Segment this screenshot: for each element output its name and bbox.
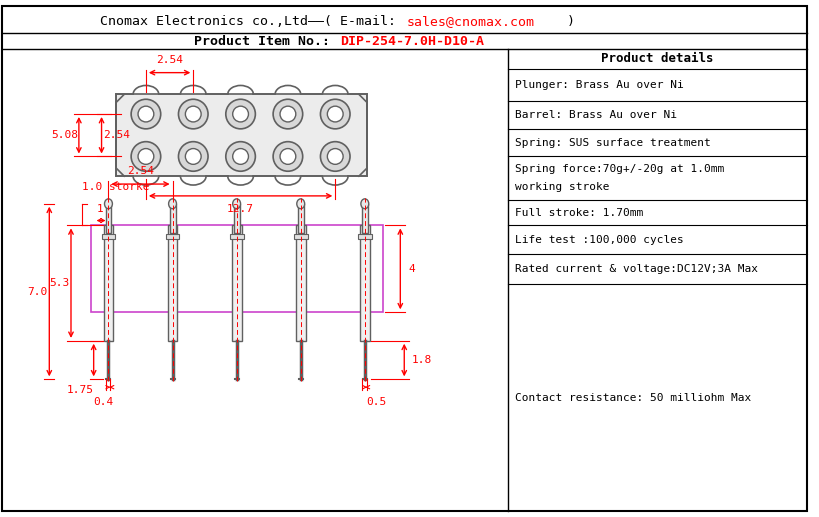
Bar	[116, 94, 366, 176]
Circle shape	[320, 142, 350, 171]
Ellipse shape	[296, 199, 305, 209]
Circle shape	[179, 99, 208, 129]
Bar	[102, 234, 115, 239]
Circle shape	[138, 106, 154, 122]
Bar	[297, 204, 303, 233]
Text: 0.5: 0.5	[366, 397, 387, 407]
Circle shape	[185, 106, 201, 122]
Bar	[170, 204, 175, 233]
Text: Barrel: Brass Au over Ni: Barrel: Brass Au over Ni	[514, 110, 676, 120]
Circle shape	[233, 148, 248, 164]
Circle shape	[225, 142, 255, 171]
Circle shape	[320, 99, 350, 129]
Bar	[229, 234, 243, 239]
Circle shape	[225, 99, 255, 129]
Bar	[232, 225, 242, 341]
Circle shape	[138, 148, 154, 164]
Text: Plunger: Brass Au over Ni: Plunger: Brass Au over Ni	[514, 80, 682, 90]
Bar	[91, 225, 382, 312]
Bar	[357, 234, 371, 239]
Bar	[165, 234, 179, 239]
Text: Product details: Product details	[600, 52, 713, 65]
Text: 12.7: 12.7	[227, 204, 254, 214]
Text: 2.54: 2.54	[103, 130, 130, 140]
Ellipse shape	[104, 199, 112, 209]
Text: Rated current & voltage:DC12V;3A Max: Rated current & voltage:DC12V;3A Max	[514, 264, 757, 274]
Ellipse shape	[169, 199, 176, 209]
Bar	[360, 225, 369, 341]
Text: Life test :100,000 cycles: Life test :100,000 cycles	[514, 235, 682, 245]
Text: Contact resistance: 50 milliohm Max: Contact resistance: 50 milliohm Max	[514, 392, 750, 403]
Text: 1.0 storke: 1.0 storke	[82, 182, 149, 192]
Circle shape	[179, 142, 208, 171]
Circle shape	[131, 99, 161, 129]
Text: Cnomax Electronics co.,Ltd——( E-mail:: Cnomax Electronics co.,Ltd——( E-mail:	[100, 15, 404, 28]
Text: Spring: SUS surface treatment: Spring: SUS surface treatment	[514, 138, 709, 148]
Text: 5.08: 5.08	[52, 130, 79, 140]
Bar	[233, 204, 239, 233]
Text: 1.8: 1.8	[412, 355, 432, 365]
Bar	[296, 225, 305, 341]
Bar	[361, 204, 368, 233]
Text: Spring force:70g+/-20g at 1.0mm: Spring force:70g+/-20g at 1.0mm	[514, 164, 723, 174]
Circle shape	[185, 148, 201, 164]
Circle shape	[131, 142, 161, 171]
Bar	[293, 234, 307, 239]
Text: 2.54: 2.54	[127, 166, 154, 176]
Text: 7.0: 7.0	[27, 286, 48, 297]
Circle shape	[273, 99, 302, 129]
Circle shape	[279, 148, 296, 164]
Text: 1: 1	[97, 204, 104, 214]
Text: working stroke: working stroke	[514, 182, 609, 192]
Bar	[167, 225, 177, 341]
Text: 0.4: 0.4	[93, 397, 114, 407]
Ellipse shape	[360, 199, 369, 209]
Circle shape	[273, 142, 302, 171]
Text: 2.54: 2.54	[156, 55, 183, 65]
Text: sales@cnomax.com: sales@cnomax.com	[405, 15, 533, 28]
Ellipse shape	[233, 199, 240, 209]
Circle shape	[327, 148, 342, 164]
Text: 5.3: 5.3	[49, 278, 69, 288]
Text: Product Item No.:: Product Item No.:	[194, 35, 330, 48]
Bar	[103, 225, 113, 341]
Text: Full stroke: 1.70mm: Full stroke: 1.70mm	[514, 208, 642, 218]
Bar	[106, 204, 111, 233]
Circle shape	[279, 106, 296, 122]
Text: 1.75: 1.75	[66, 385, 93, 395]
Text: 4: 4	[408, 264, 414, 274]
Text: DIP-254-7.0H-D10-A: DIP-254-7.0H-D10-A	[340, 35, 483, 48]
Text: ): )	[566, 15, 574, 28]
Circle shape	[327, 106, 342, 122]
Circle shape	[233, 106, 248, 122]
